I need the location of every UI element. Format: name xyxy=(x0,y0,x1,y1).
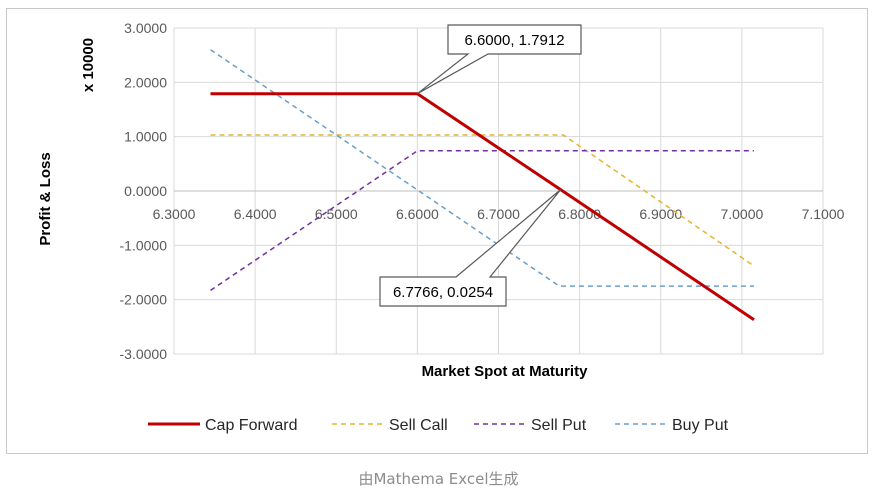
series-line-sell-call xyxy=(210,134,755,267)
series-line-buy-put xyxy=(210,49,754,287)
annotation-label: 6.6000, 1.7912 xyxy=(464,32,564,49)
x-tick-label: 7.0000 xyxy=(720,206,763,222)
x-tick-label: 6.4000 xyxy=(234,206,277,222)
legend-item: Sell Call xyxy=(332,417,448,434)
x-tick-label: 6.5000 xyxy=(315,206,358,222)
legend-item: Buy Put xyxy=(615,417,729,434)
legend-label: Sell Call xyxy=(389,417,448,434)
y-axis-unit-label: x 10000 xyxy=(80,38,97,92)
series-line-sell-put xyxy=(210,150,754,292)
annotation-label: 6.7766, 0.0254 xyxy=(393,284,493,301)
y-tick-label: 0.0000 xyxy=(124,183,167,199)
chart-svg: 3.0000 2.0000 1.0000 0.0000 -1.0000 -2.0000 -3… xyxy=(37,20,845,434)
x-tick-label: 7.1000 xyxy=(802,206,845,222)
legend-label: Sell Put xyxy=(531,417,587,434)
annotation-callout-box xyxy=(417,24,582,95)
chart-frame: 3.0000 2.0000 1.0000 0.0000 -1.0000 -2.0000 -3… xyxy=(6,8,868,454)
y-tick-label: -3.0000 xyxy=(120,346,168,362)
x-tick-label: 6.9000 xyxy=(639,206,682,222)
legend-item: Cap Forward xyxy=(148,417,297,434)
x-tick-label: 6.6000 xyxy=(396,206,439,222)
y-tick-label: 1.0000 xyxy=(124,129,167,145)
legend-label: Cap Forward xyxy=(205,417,297,434)
y-axis-title: Profit & Loss xyxy=(37,152,54,245)
y-tick-label: -1.0000 xyxy=(120,237,168,253)
y-tick-label: 2.0000 xyxy=(124,74,167,90)
chart-caption: 由Mathema Excel生成 xyxy=(358,470,519,488)
legend-label: Buy Put xyxy=(672,417,729,434)
x-tick-label: 6.7000 xyxy=(477,206,520,222)
y-tick-label: 3.0000 xyxy=(124,20,167,36)
y-tick-label: -2.0000 xyxy=(120,292,168,308)
x-tick-label: 6.3000 xyxy=(153,206,196,222)
series-line-cap-forward xyxy=(210,92,755,322)
x-axis-title: Market Spot at Maturity xyxy=(422,363,589,380)
annotation-callout-box xyxy=(379,189,562,307)
legend-item: Sell Put xyxy=(474,417,587,434)
